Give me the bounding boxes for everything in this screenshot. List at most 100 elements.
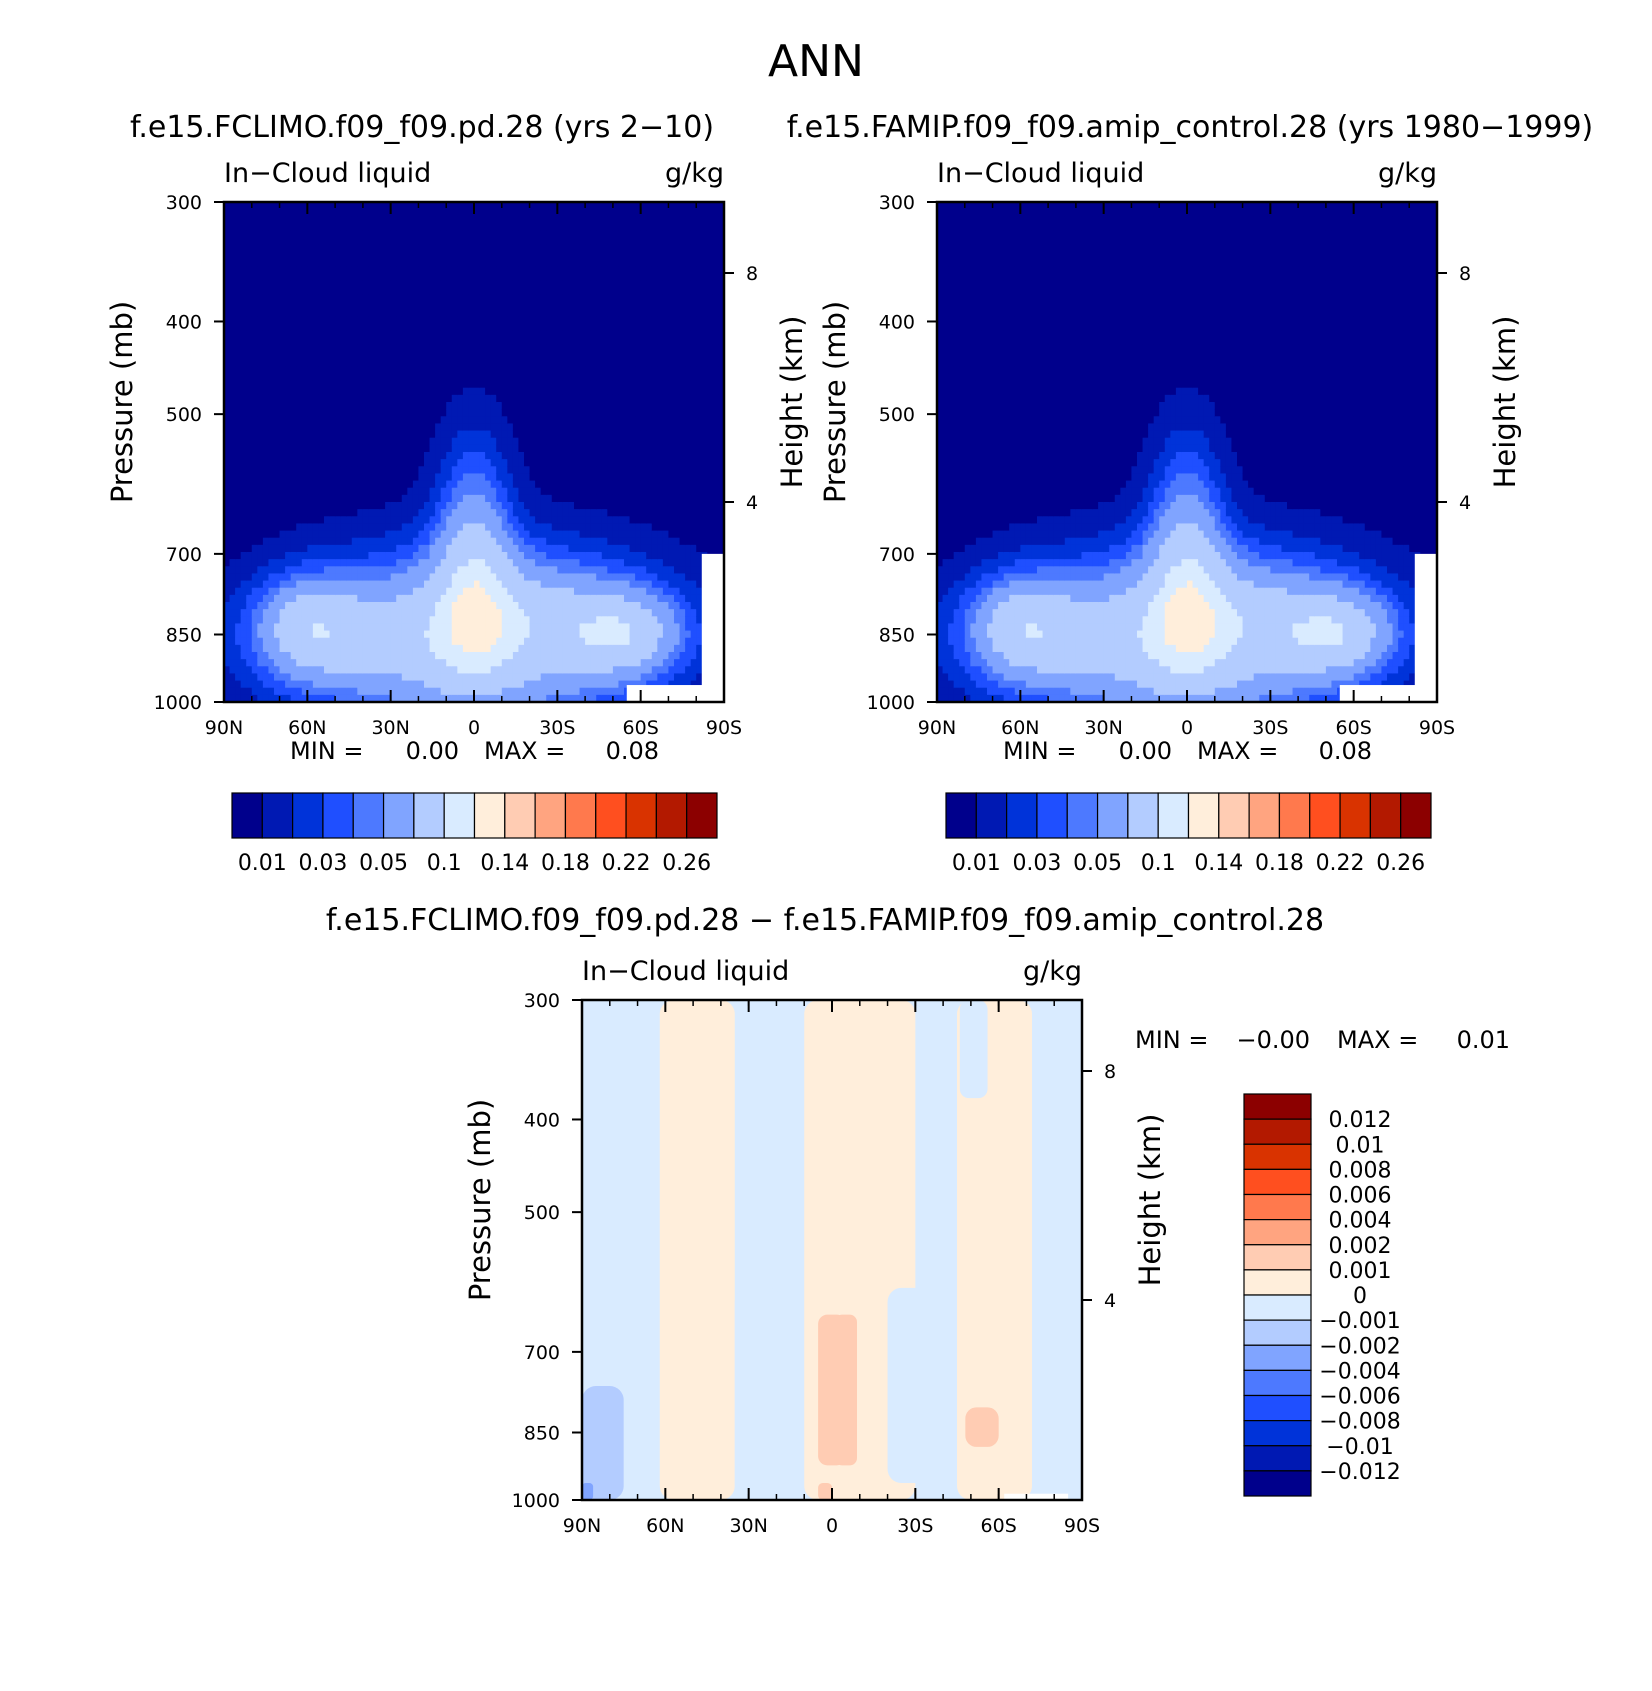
field-cell [312,694,320,703]
field-cell [485,530,492,539]
field-cell [368,294,375,303]
field-cell [485,294,492,303]
field-cell [490,602,497,610]
field-cell [518,209,525,217]
field-cell [501,559,508,567]
field-cell [396,323,403,332]
field-cell [268,373,275,382]
field-cell [574,316,581,325]
field-cell [318,616,325,625]
field-cell [607,444,614,453]
field-cell [551,230,558,239]
field-cell [529,430,536,439]
field-cell [385,202,392,210]
field-cell [307,209,314,217]
field-cell [568,344,575,353]
field-cell [518,344,525,353]
field-cell [529,402,536,410]
field-cell [435,509,442,517]
field-cell [518,437,525,446]
field-cell [601,387,608,396]
field-cell [579,316,586,325]
field-cell [290,416,297,425]
field-cell [268,666,275,675]
field-cell [368,509,375,517]
field-cell [268,366,275,375]
field-cell [540,394,547,403]
field-cell [312,344,320,353]
field-cell [429,366,436,375]
field-cell [590,380,597,389]
field-cell [574,573,581,582]
field-cell [340,366,347,375]
field-cell [346,552,353,560]
field-cell [229,516,236,525]
field-cell [285,223,292,232]
field-cell [396,523,403,532]
field-cell [424,302,431,310]
field-cell [524,609,531,617]
field-cell [512,516,520,525]
field-cell [224,387,231,396]
field-cell [562,359,570,367]
field-cell [607,294,614,303]
field-cell [612,452,620,460]
field-cell [440,287,447,296]
field-cell [346,459,353,467]
field-cell [296,366,303,375]
field-cell [457,559,464,567]
field-cell [612,652,620,660]
field-cell [396,580,403,589]
field-cell [524,380,531,389]
field-cell [501,530,508,539]
field-cell [235,280,242,289]
field-cell [457,480,464,489]
field-cell [424,316,431,325]
field-cell [440,680,447,689]
field-cell [462,280,470,289]
field-cell [524,559,531,567]
field-cell [579,459,586,467]
field-cell [318,594,325,603]
field-cell [607,287,614,296]
field-cell [429,537,436,546]
field-cell [479,380,486,389]
field-cell [562,466,570,475]
field-cell [546,616,553,625]
field-cell [546,273,553,282]
field-cell [374,494,381,503]
field-cell [374,466,381,475]
field-cell [401,544,408,553]
field-cell [535,380,542,389]
field-cell [429,444,436,453]
field-cell [318,380,325,389]
field-cell [590,273,597,282]
field-cell [274,244,281,253]
field-cell [435,387,442,396]
field-cell [418,373,425,382]
field-cell [401,323,408,332]
field-cell [246,666,253,675]
field-cell [357,594,364,603]
field-cell [268,623,275,632]
field-cell [529,452,536,460]
field-cell [374,452,381,460]
field-cell [468,352,475,360]
field-cell [579,337,586,346]
field-cell [251,287,258,296]
field-cell [351,366,358,375]
field-cell [385,323,392,332]
field-cell [396,409,403,417]
field-cell [596,594,603,603]
field-cell [335,637,342,646]
field-cell [596,216,603,225]
field-cell [507,694,514,703]
field-cell [468,473,475,482]
field-cell [462,559,470,567]
field-cell [551,466,558,475]
field-cell [362,337,370,346]
field-cell [585,694,592,703]
field-cell [546,609,553,617]
field-cell [340,259,347,267]
field-cell [512,373,520,382]
